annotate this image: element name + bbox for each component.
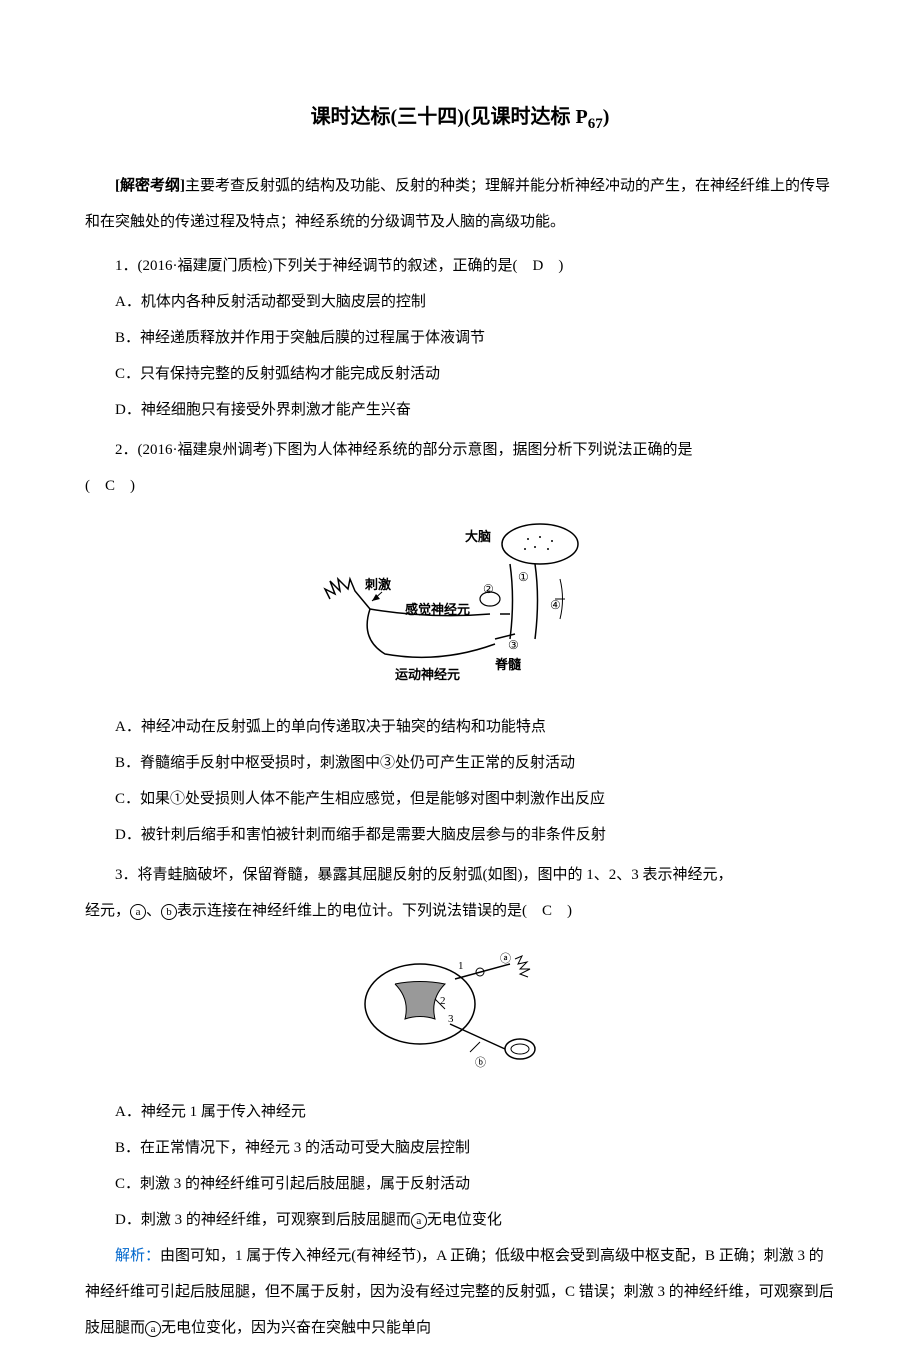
analysis-label: 解析： bbox=[115, 1248, 160, 1264]
intro-text: 主要考查反射弧的结构及功能、反射的种类；理解并能分析神经冲动的产生，在神经纤维上… bbox=[85, 178, 830, 230]
q2-option-d: D．被针刺后缩手和害怕被针刺而缩手都是需要大脑皮层参与的非条件反射 bbox=[85, 817, 835, 853]
q1-option-c: C．只有保持完整的反射弧结构才能完成反射活动 bbox=[85, 356, 835, 392]
q1-stem: 1．(2016·福建厦门质检)下列关于神经调节的叙述，正确的是( D ) bbox=[85, 248, 835, 284]
q2-stem-line1: 2．(2016·福建泉州调考)下图为人体神经系统的部分示意图，据图分析下列说法正… bbox=[85, 432, 835, 468]
q3-optd-text1: D．刺激 3 的神经纤维，可观察到后肢屈腿而 bbox=[115, 1212, 411, 1228]
q3-stem-line2: 经元，a、b表示连接在神经纤维上的电位计。下列说法错误的是( C ) bbox=[85, 893, 835, 929]
q2-label-n3: ③ bbox=[508, 638, 519, 652]
q2-label-n2: ② bbox=[483, 582, 494, 596]
q2-label-brain: 大脑 bbox=[465, 529, 491, 544]
intro-paragraph: [解密考纲]主要考查反射弧的结构及功能、反射的种类；理解并能分析神经冲动的产生，… bbox=[85, 168, 835, 240]
q2-stem-line2: ( C ) bbox=[85, 468, 835, 504]
page-title: 课时达标(三十四)(见课时达标 P67) bbox=[85, 100, 835, 133]
circled-b-icon: b bbox=[161, 904, 177, 920]
q3-stem-line1: 3．将青蛙脑破坏，保留脊髓，暴露其屈腿反射的反射弧(如图)，图中的 1、2、3 … bbox=[85, 857, 835, 893]
q3-diagram: 1 ⓐ 2 3 ⓑ bbox=[340, 944, 580, 1074]
q3-stem-sep: 、 bbox=[146, 903, 161, 919]
circled-a-icon-2: a bbox=[411, 1213, 427, 1229]
intro-label: [解密考纲] bbox=[115, 178, 185, 194]
circled-a-icon: a bbox=[130, 904, 146, 920]
q3-label-b: ⓑ bbox=[475, 1056, 486, 1069]
q2-option-b: B．脊髓缩手反射中枢受损时，刺激图中③处仍可产生正常的反射活动 bbox=[85, 745, 835, 781]
q3-optd-text2: 无电位变化 bbox=[427, 1212, 502, 1228]
q2-label-n4: ④ bbox=[550, 598, 561, 612]
circled-a-icon-3: a bbox=[145, 1321, 161, 1337]
q1-option-b: B．神经递质释放并作用于突触后膜的过程属于体液调节 bbox=[85, 320, 835, 356]
q2-diagram: 大脑 刺激 感觉神经元 运动神经元 脊髓 ② ① ③ ④ bbox=[310, 519, 610, 689]
q2-label-sensory: 感觉神经元 bbox=[405, 602, 470, 617]
q2-label-stimulus: 刺激 bbox=[365, 577, 392, 592]
title-subscript: 67 bbox=[588, 116, 603, 132]
q2-option-a: A．神经冲动在反射弧上的单向传递取决于轴突的结构和功能特点 bbox=[85, 709, 835, 745]
q3-label-1: 1 bbox=[458, 960, 464, 972]
title-end: ) bbox=[603, 106, 610, 128]
analysis-text2: 无电位变化，因为兴奋在突触中只能单向 bbox=[161, 1320, 431, 1336]
analysis-paragraph: 解析：由图可知，1 属于传入神经元(有神经节)，A 正确；低级中枢会受到高级中枢… bbox=[85, 1238, 835, 1346]
q2-label-motor: 运动神经元 bbox=[395, 667, 460, 682]
q2-option-c: C．如果①处受损则人体不能产生相应感觉，但是能够对图中刺激作出反应 bbox=[85, 781, 835, 817]
q2-diagram-container: 大脑 刺激 感觉神经元 运动神经元 脊髓 ② ① ③ ④ bbox=[85, 519, 835, 694]
q2-label-spinal: 脊髓 bbox=[494, 657, 522, 672]
title-text: 课时达标(三十四)(见课时达标 P bbox=[311, 106, 588, 128]
q3-diagram-container: 1 ⓐ 2 3 ⓑ bbox=[85, 944, 835, 1079]
q3-label-a: ⓐ bbox=[500, 952, 511, 965]
q3-stem-end: 表示连接在神经纤维上的电位计。下列说法错误的是( C ) bbox=[177, 903, 572, 919]
q2-label-n1: ① bbox=[518, 570, 529, 584]
q1-option-a: A．机体内各种反射活动都受到大脑皮层的控制 bbox=[85, 284, 835, 320]
q3-label-3: 3 bbox=[448, 1013, 454, 1025]
q3-option-a: A．神经元 1 属于传入神经元 bbox=[85, 1094, 835, 1130]
q3-option-c: C．刺激 3 的神经纤维可引起后肢屈腿，属于反射活动 bbox=[85, 1166, 835, 1202]
q3-option-b: B．在正常情况下，神经元 3 的活动可受大脑皮层控制 bbox=[85, 1130, 835, 1166]
q1-option-d: D．神经细胞只有接受外界刺激才能产生兴奋 bbox=[85, 392, 835, 428]
q3-option-d: D．刺激 3 的神经纤维，可观察到后肢屈腿而a无电位变化 bbox=[85, 1202, 835, 1238]
